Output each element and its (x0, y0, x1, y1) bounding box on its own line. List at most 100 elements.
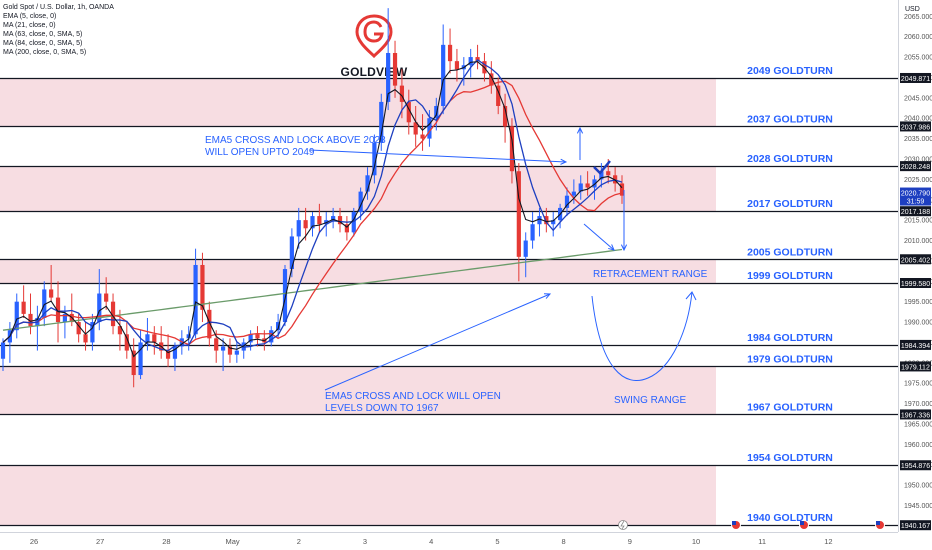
candle-body (14, 301, 19, 331)
candle-body (530, 224, 535, 241)
swing-curve-head (685, 291, 697, 301)
us-flag-icon (875, 520, 885, 530)
ma21-line (2, 58, 623, 352)
candle (317, 203, 322, 233)
candle-body (220, 346, 226, 351)
candle-body (447, 44, 453, 62)
zone-band (0, 366, 716, 415)
level-label: 2017 GOLDTURN (747, 198, 833, 210)
price-tag (900, 161, 931, 172)
candle (447, 28, 453, 74)
annotation-text: LEVELS DOWN TO 1967 (325, 403, 439, 414)
candle-body (585, 183, 590, 188)
candle-body (28, 313, 33, 327)
price-tag (900, 254, 931, 265)
candle-body (207, 309, 212, 339)
level-label: 1979 GOLDTURN (747, 353, 833, 365)
annotation-arrow (309, 149, 567, 163)
x-tick-label: 27 (96, 537, 104, 546)
indicator-ma63[interactable]: MA (63, close, 0, SMA, 5) (3, 31, 83, 38)
candle (585, 171, 590, 196)
candle-body (296, 220, 301, 237)
y-tick-label: 2025.000 (904, 177, 932, 184)
flag-canton (732, 521, 736, 525)
candle (516, 163, 521, 282)
level-label: 1999 GOLDTURN (747, 270, 833, 282)
candle-body (564, 195, 570, 208)
candle (303, 207, 308, 241)
candle-body (83, 334, 88, 343)
level-label: 1954 GOLDTURN (747, 452, 833, 464)
indicator-ma84[interactable]: MA (84, close, 0, SMA, 5) (3, 40, 83, 47)
countdown-label: 31:59 (907, 199, 925, 206)
candle (296, 207, 301, 249)
candle (42, 281, 47, 327)
candle-body (599, 171, 604, 180)
candle-body (165, 350, 171, 359)
lightning-bolt (620, 520, 625, 530)
candle-body (372, 142, 377, 176)
candle-body (365, 175, 370, 192)
retrace-arrow-head (608, 244, 615, 251)
candle (523, 232, 528, 278)
candle (7, 322, 12, 363)
candle (502, 93, 508, 143)
candle (337, 207, 343, 233)
indicator-ma21[interactable]: MA (21, close, 0) (3, 22, 56, 29)
x-tick-label: 8 (562, 537, 566, 546)
price-tag-label: 1979.112 (901, 364, 930, 371)
price-tag (900, 460, 931, 471)
candle-body (145, 334, 150, 343)
candle-body (138, 342, 143, 376)
chart-legend: Gold Spot / U.S. Dollar, 1h, OANDA EMA (… (3, 3, 114, 57)
candle (131, 338, 136, 388)
ema5-line (2, 61, 623, 358)
candle-body (592, 179, 597, 188)
candle (207, 301, 212, 347)
price-tag (900, 277, 931, 288)
target-arrow-up-head (576, 126, 584, 134)
candle-body (193, 264, 198, 335)
candle-body (21, 301, 26, 314)
candle-body (454, 61, 460, 70)
candle-body (351, 211, 356, 233)
zone-band (0, 77, 716, 127)
logo-brand: GOLDVIEW (340, 65, 408, 79)
candle (172, 342, 178, 371)
candle-body (90, 322, 95, 343)
annotation-arrow-head (543, 293, 552, 299)
target-arrow-down-head (620, 244, 628, 252)
indicator-ema5[interactable]: EMA (5, close, 0) (3, 13, 57, 20)
candle-body (544, 216, 549, 225)
candle (544, 207, 549, 233)
price-tag (900, 72, 931, 83)
candle (310, 211, 315, 237)
candle (241, 338, 246, 359)
candle-body (269, 330, 274, 343)
candle (530, 211, 535, 249)
candle-body (392, 52, 398, 86)
candle (124, 322, 129, 359)
y-tick-label: 1960.000 (904, 442, 932, 449)
price-tag-label: 1984.394 (901, 343, 930, 350)
candle-body (76, 322, 81, 335)
x-tick-label: 9 (628, 537, 632, 546)
candle (496, 77, 501, 115)
level-label: 1967 GOLDTURN (747, 401, 833, 413)
candle-body (49, 289, 54, 298)
y-tick-label: 1995.000 (904, 299, 932, 306)
y-tick-label: 2065.000 (904, 14, 932, 21)
indicator-ma200[interactable]: MA (200, close, 0, SMA, 5) (3, 49, 87, 56)
candle (28, 293, 33, 335)
annotation-text: EMA5 CROSS AND LOCK WILL OPEN (325, 391, 501, 402)
price-tag (900, 121, 931, 132)
candle (564, 187, 570, 217)
candle-body (276, 322, 281, 331)
y-tick-label: 2055.000 (904, 55, 932, 62)
candle (351, 207, 356, 237)
candle (193, 248, 198, 339)
candle-body (200, 264, 205, 310)
candle-body (97, 293, 102, 323)
candle (282, 264, 288, 327)
